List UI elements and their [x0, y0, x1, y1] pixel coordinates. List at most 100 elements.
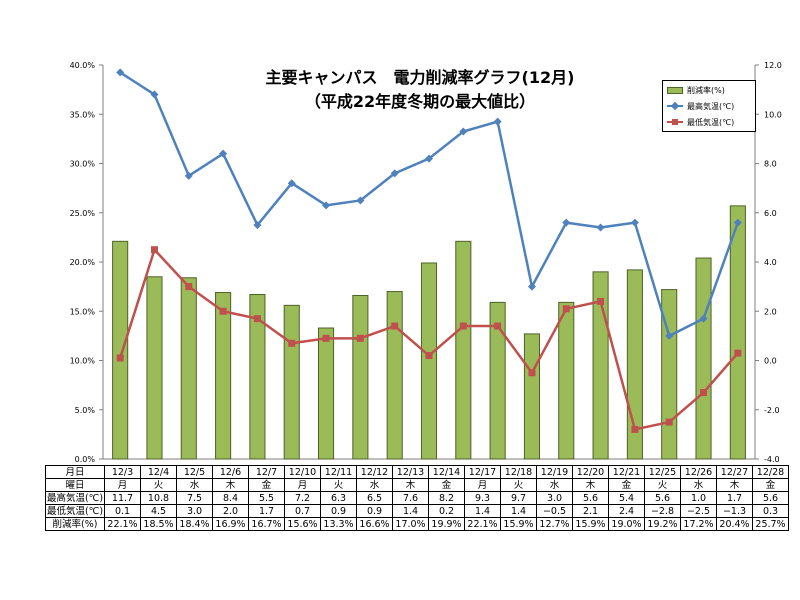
table-cell: 5.6	[572, 491, 609, 505]
legend-bar-swatch	[667, 86, 683, 94]
table-cell: 木	[716, 478, 753, 492]
right-tick-label: 8.0	[764, 160, 777, 169]
row-header: 月日	[45, 465, 105, 479]
legend: 削減率(%) 最高気温(℃) 最低気温(℃)	[662, 80, 756, 132]
left-tick-label: 30.0%	[70, 160, 96, 169]
low-temp-point	[700, 389, 708, 397]
high-temp-point	[562, 218, 571, 227]
low-temp-point	[562, 305, 570, 313]
low-temp-point	[459, 322, 467, 330]
row-header: 最低気温(℃)	[45, 504, 105, 518]
high-temp-point	[459, 127, 468, 136]
table-cell: 木	[392, 478, 429, 492]
right-tick-label: 2.0	[764, 307, 777, 316]
high-temp-point	[425, 154, 433, 163]
table-cell: 12/3	[104, 465, 141, 479]
low-temp-point	[253, 315, 261, 323]
table-cell: 16.6%	[356, 517, 393, 531]
table-cell: 22.1%	[464, 517, 501, 531]
table-cell: 12/4	[140, 465, 177, 479]
low-temp-point	[116, 354, 124, 362]
low-temp-point	[665, 418, 673, 426]
table-cell: 水	[176, 478, 213, 492]
table-cell: 7.6	[392, 491, 429, 505]
bar	[352, 294, 369, 460]
bar	[386, 291, 403, 460]
table-cell: 15.6%	[284, 517, 321, 531]
bar	[180, 277, 197, 460]
low-temp-point	[425, 352, 433, 360]
table-cell: 12/19	[536, 465, 573, 479]
table-cell: 木	[572, 478, 609, 492]
bar	[489, 301, 506, 460]
table-low-row: 最低気温(℃) 0.1 4.5 3.0 2.0 1.7 0.7 0.9 0.9 1.4 0.2 1.4…	[45, 504, 789, 518]
high-temp-point	[184, 171, 193, 180]
table-cell: 12/18	[500, 465, 537, 479]
table-cell: 火	[644, 478, 681, 492]
table-cell: 12/13	[392, 465, 429, 479]
right-tick-label: 10.0	[764, 110, 782, 119]
table-cell: 12/27	[716, 465, 753, 479]
table-weekday-row: 曜日月火水木金月火水木金月火水木金火水木金	[45, 478, 789, 492]
table-cell: 6.3	[320, 491, 357, 505]
left-tick-label: 40.0%	[70, 61, 96, 70]
right-tick-label: 6.0	[764, 209, 777, 218]
high-temp-point	[596, 223, 605, 232]
high-temp-point	[527, 282, 536, 291]
table-cell: 11.7	[104, 491, 141, 505]
table-cell: 16.9%	[212, 517, 249, 531]
table-cell: 19.0%	[608, 517, 645, 531]
table-cell: 水	[536, 478, 573, 492]
table-cell: 9.3	[464, 491, 501, 505]
table-cell: 月	[464, 478, 501, 492]
bar	[420, 262, 438, 460]
table-cell: 5.6	[644, 491, 681, 505]
table-cell: −2.5	[680, 504, 717, 518]
table-rate-row: 削減率(%) 22.1% 18.5% 18.4% 16.9% 16.7% 15.6% 13.3…	[45, 517, 789, 531]
table-cell: 0.2	[428, 504, 465, 518]
table-cell: 7.5	[176, 491, 213, 505]
table-cell: −2.8	[644, 504, 681, 518]
table-cell: 3.0	[176, 504, 213, 518]
high-temp-point	[116, 68, 125, 77]
legend-low-swatch	[667, 117, 683, 127]
high-temp-point	[150, 90, 159, 99]
table-cell: 12/6	[212, 465, 249, 479]
low-temp-point	[734, 349, 742, 357]
table-cell: 1.4	[392, 504, 429, 518]
table-cell: 1.0	[680, 491, 717, 505]
table-cell: 7.2	[284, 491, 321, 505]
table-cell: 火	[140, 478, 177, 492]
table-cell: 4.5	[140, 504, 177, 518]
row-header: 最高気温(℃)	[45, 491, 105, 505]
high-temp-point	[287, 179, 296, 188]
left-tick-label: 0.0%	[75, 455, 96, 464]
legend-item-low: 最低気温(℃)	[667, 116, 734, 128]
table-cell: 8.2	[428, 491, 465, 505]
table-cell: 2.0	[212, 504, 249, 518]
low-temp-point	[150, 246, 158, 254]
legend-item-high: 最高気温(℃)	[667, 100, 734, 112]
low-temp-point	[288, 339, 296, 347]
low-temp-point	[528, 369, 536, 377]
table-cell: −0.5	[536, 504, 573, 518]
row-header: 曜日	[45, 478, 105, 492]
table-cell: 12.7%	[536, 517, 573, 531]
table-high-row: 最高気温(℃) 11.7 10.8 7.5 8.4 5.5 7.2 6.3 6.5 7.6 8.2 9…	[45, 491, 789, 505]
table-cell: 18.5%	[140, 517, 177, 531]
table-cell: 0.7	[284, 504, 321, 518]
bar	[729, 205, 746, 460]
table-cell: 金	[752, 478, 789, 492]
low-temp-point	[356, 334, 364, 342]
table-cell: 10.8	[140, 491, 177, 505]
high-temp-point	[699, 314, 708, 323]
data-table: 月日 12/3 12/4 12/5 12/6 12/7 12/10 12/11 12/12 12/…	[45, 465, 789, 531]
bar	[318, 327, 335, 460]
left-tick-label: 5.0%	[75, 406, 96, 415]
table-cell: 15.9%	[500, 517, 537, 531]
high-temp-point	[493, 117, 502, 126]
bar	[249, 294, 266, 460]
table-cell: 木	[212, 478, 249, 492]
table-cell: 0.9	[320, 504, 357, 518]
high-temp-point	[733, 218, 742, 227]
